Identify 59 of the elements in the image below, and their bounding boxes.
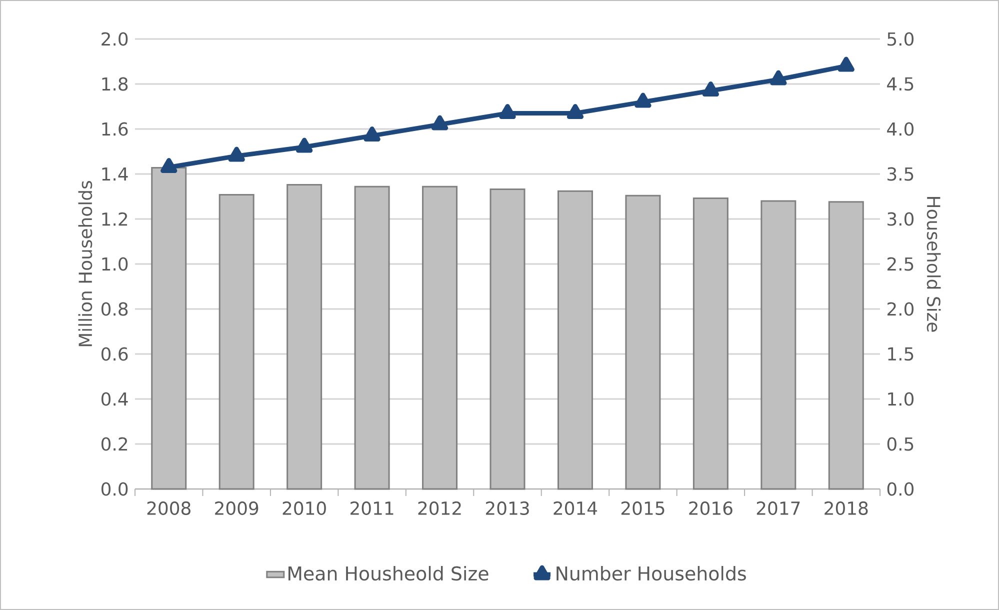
bar: [828, 201, 864, 490]
bar: [760, 200, 796, 490]
y-tick-label: 0.8: [101, 302, 128, 316]
y2-axis-title: Household Size: [926, 197, 941, 332]
point: [838, 56, 854, 72]
point: [431, 115, 448, 130]
x-tick-label: 2012: [418, 501, 461, 515]
x-tick-label: 2008: [147, 501, 190, 515]
point: [499, 104, 516, 119]
y-tick-label: 0.2: [101, 437, 128, 451]
y2-tick-label: 0.5: [887, 437, 914, 451]
x-tick-label: 2017: [756, 501, 800, 515]
legend-label: Number Households: [556, 566, 746, 581]
y-axis-title: Million Households: [78, 181, 92, 346]
bar: [625, 194, 661, 490]
y2-tick-label: 3.5: [888, 167, 914, 181]
y2-tick-label: 5.0: [888, 32, 914, 46]
point: [160, 158, 178, 173]
point: [566, 104, 584, 119]
bar: [692, 198, 728, 490]
y-tick-label: 1.4: [102, 167, 128, 181]
x-tick-label: 2011: [350, 501, 394, 515]
y2-tick-label: 2.0: [888, 302, 914, 316]
x-tick-label: 2010: [282, 501, 326, 515]
bar: [286, 184, 322, 490]
y-tick-label: 0.6: [101, 347, 128, 361]
bar: [422, 186, 458, 490]
y2-tick-label: 4.5: [887, 77, 914, 91]
y-tick-label: 1.2: [102, 212, 128, 226]
y2-tick-label: 2.5: [888, 257, 914, 271]
point: [228, 146, 245, 162]
x-tick-label: 2016: [689, 501, 732, 515]
y2-tick-label: 0.0: [887, 482, 914, 496]
bar: [557, 190, 593, 490]
x-tick-label: 2014: [554, 501, 598, 515]
point: [770, 70, 787, 86]
bar: [218, 194, 254, 490]
y2-tick-label: 3.0: [888, 212, 914, 226]
bar: [490, 188, 526, 490]
legend-label: Mean Housheold Size: [288, 566, 488, 581]
y2-tick-label: 4.0: [887, 122, 914, 136]
y-tick-label: 0.4: [101, 392, 128, 406]
x-tick-label: 2015: [621, 501, 664, 515]
x-tick-label: 2018: [824, 501, 868, 515]
point: [702, 81, 720, 96]
point: [634, 92, 652, 108]
x-tick-label: 2013: [486, 501, 529, 515]
bar: [354, 186, 390, 490]
y-tick-label: 2.0: [102, 32, 128, 46]
y-tick-label: 1.8: [102, 77, 128, 91]
x-tick-label: 2009: [215, 501, 258, 515]
y2-tick-label: 1.5: [888, 347, 914, 361]
y-tick-label: 1.0: [102, 257, 128, 271]
y2-tick-label: 1.0: [888, 392, 914, 406]
y-tick-label: 1.6: [102, 122, 128, 136]
point: [364, 126, 380, 142]
point: [296, 138, 313, 153]
bar: [151, 166, 187, 490]
y-tick-label: 0.0: [101, 482, 128, 496]
